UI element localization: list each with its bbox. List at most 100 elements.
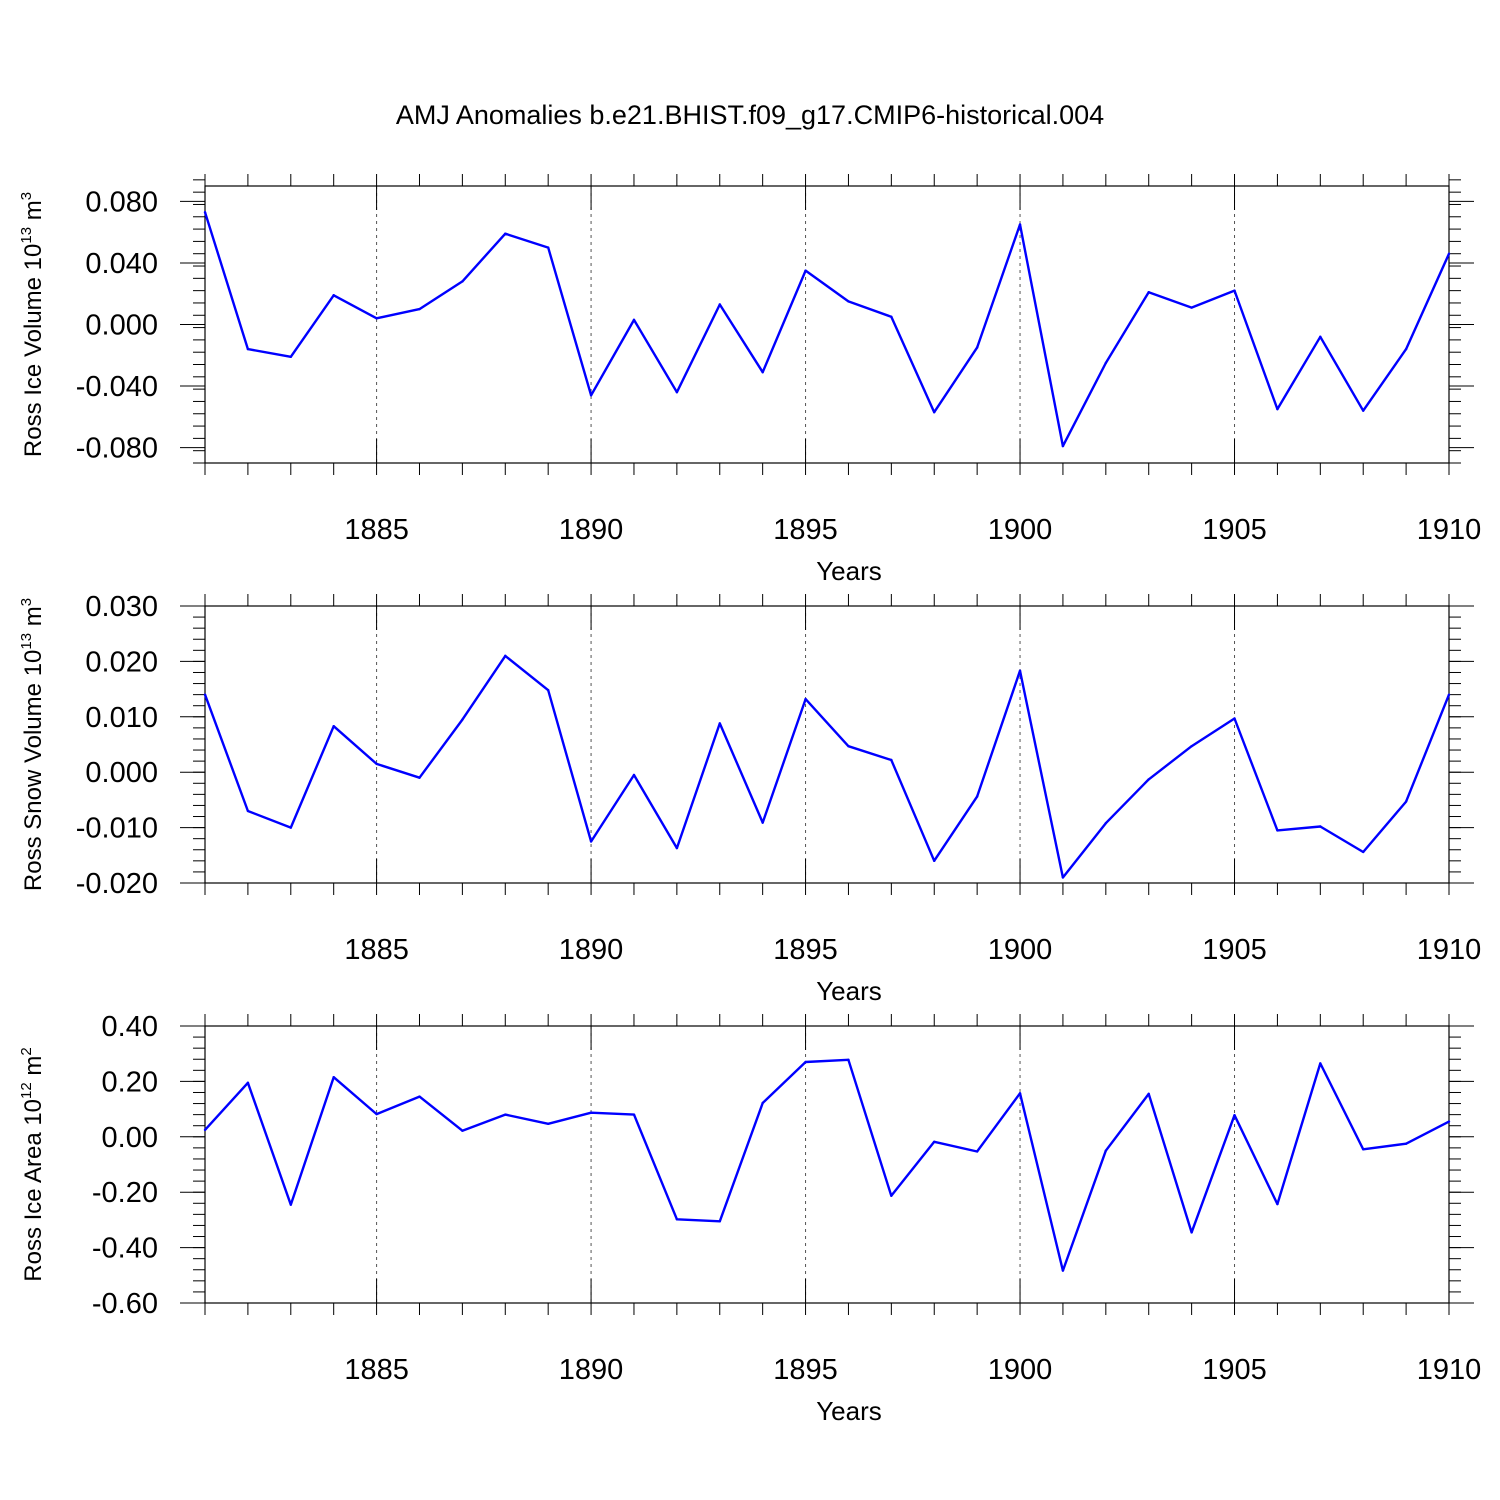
data-point: [375, 1112, 378, 1116]
x-tick-label: 1890: [559, 934, 624, 966]
y-tick-label: -0.20: [92, 1177, 158, 1209]
x-tick-label: 1895: [773, 934, 838, 966]
y-axis-title-part: m: [20, 606, 47, 633]
y-tick-label: 0.010: [85, 702, 158, 734]
data-point: [289, 355, 292, 359]
y-tick-label: -0.40: [92, 1233, 158, 1265]
data-point: [246, 809, 250, 813]
plot-frame: [204, 605, 1450, 884]
y-axis-title-part: Ross Ice Volume 10: [20, 244, 47, 457]
data-point: [1190, 744, 1193, 748]
data-point: [1404, 347, 1408, 351]
y-axis-title-exponent: 2: [18, 1047, 35, 1055]
data-point: [847, 300, 850, 303]
data-point: [890, 1194, 893, 1198]
x-tick-label: 1905: [1202, 514, 1267, 546]
data-point: [847, 1058, 850, 1061]
x-tick-label: 1895: [773, 514, 838, 546]
data-point: [203, 1128, 207, 1132]
data-point: [461, 718, 464, 721]
data-point: [1061, 1269, 1065, 1272]
data-point: [203, 693, 207, 696]
data-point: [975, 1150, 979, 1153]
data-point: [203, 210, 207, 214]
y-axis-title: Ross Ice Area 1012 m2: [18, 1047, 47, 1281]
data-point: [632, 773, 636, 777]
data-point: [1404, 1142, 1408, 1145]
y-tick-label: -0.040: [76, 371, 158, 403]
y-tick-label: -0.60: [92, 1288, 158, 1320]
data-point: [504, 1113, 507, 1116]
x-tick-label: 1885: [344, 514, 409, 546]
data-point: [718, 722, 721, 725]
data-point: [504, 232, 507, 235]
data-point: [1233, 289, 1236, 292]
data-point: [847, 744, 850, 748]
figure-title: AMJ Anomalies b.e21.BHIST.f09_g17.CMIP6-…: [396, 100, 1104, 130]
data-point: [1018, 669, 1022, 673]
data-point: [1404, 800, 1408, 803]
x-tick-label: 1910: [1417, 514, 1482, 546]
data-point: [1104, 361, 1108, 365]
data-point: [761, 371, 764, 374]
y-tick-label: 0.40: [102, 1011, 158, 1043]
data-point: [675, 1218, 679, 1221]
x-tick-label: 1900: [988, 1354, 1053, 1386]
y-tick-label: -0.020: [76, 868, 158, 900]
y-tick-label: 0.000: [85, 310, 158, 342]
x-tick-label: 1895: [773, 1354, 838, 1386]
data-point: [418, 307, 421, 311]
x-tick-label: 1910: [1417, 934, 1482, 966]
data-point: [1319, 825, 1322, 828]
data-point: [890, 315, 893, 319]
y-axis-title-exponent: 13: [18, 633, 35, 650]
data-point: [332, 1076, 335, 1079]
data-point: [890, 758, 893, 762]
y-tick-label: 0.00: [102, 1122, 158, 1154]
data-point: [1061, 876, 1065, 879]
data-point: [675, 846, 679, 850]
y-tick-label: 0.000: [85, 757, 158, 789]
x-axis-title: Years: [816, 556, 882, 586]
data-point: [332, 725, 335, 728]
data-point: [418, 1095, 421, 1098]
x-tick-label: 1905: [1202, 934, 1267, 966]
data-point: [546, 689, 550, 692]
x-tick-label: 1900: [988, 934, 1053, 966]
data-point: [1233, 1113, 1236, 1117]
x-axis-title: Years: [816, 976, 882, 1006]
data-point: [1447, 693, 1451, 696]
data-point: [1362, 409, 1365, 412]
x-tick-label: 1885: [344, 934, 409, 966]
series-line: [203, 654, 1451, 879]
y-axis-title-exponent: 3: [18, 192, 35, 200]
data-point: [546, 246, 550, 249]
data-point: [761, 1101, 764, 1105]
data-point: [1319, 335, 1322, 339]
data-point: [933, 411, 936, 414]
data-point: [1190, 306, 1193, 309]
data-point: [589, 840, 593, 843]
x-tick-label: 1910: [1417, 1354, 1482, 1386]
x-tick-label: 1900: [988, 514, 1053, 546]
plot-frame: [204, 185, 1450, 464]
data-point: [1362, 850, 1365, 854]
data-point: [1190, 1231, 1193, 1234]
data-point: [1147, 290, 1150, 294]
data-point: [1147, 778, 1150, 781]
y-axis-title-exponent: 12: [18, 1082, 35, 1099]
y-axis-title-part: Ross Ice Area 10: [20, 1099, 47, 1282]
data-point: [1276, 1202, 1279, 1206]
data-point: [804, 697, 807, 701]
data-point: [246, 347, 250, 351]
data-point: [718, 303, 721, 306]
data-point: [332, 294, 335, 297]
x-tick-label: 1890: [559, 514, 624, 546]
y-axis-title: Ross Snow Volume 1013 m3: [18, 598, 47, 891]
x-tick-label: 1885: [344, 1354, 409, 1386]
y-tick-label: -0.010: [76, 813, 158, 845]
data-point: [289, 1203, 292, 1206]
data-point: [1319, 1062, 1322, 1065]
data-point: [675, 391, 679, 394]
